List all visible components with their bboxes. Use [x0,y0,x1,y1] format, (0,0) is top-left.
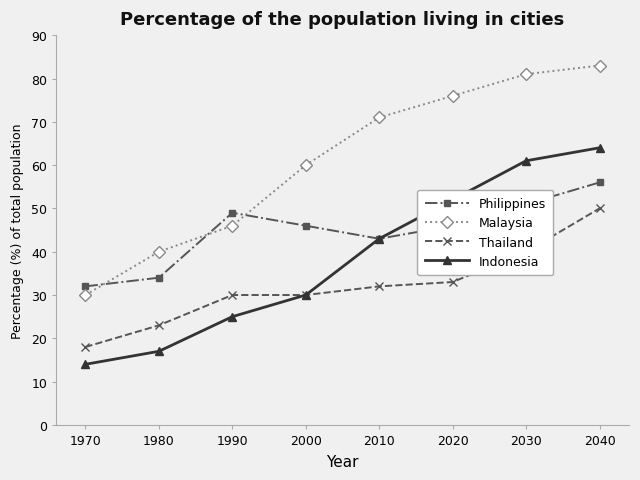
Legend: Philippines, Malaysia, Thailand, Indonesia: Philippines, Malaysia, Thailand, Indones… [417,190,554,276]
Indonesia [82,361,90,367]
Malaysia [302,163,310,168]
Indonesia [228,314,236,320]
Thailand [302,292,310,298]
Line: Thailand: Thailand [81,205,604,351]
Philippines [228,210,236,216]
Philippines [155,275,163,281]
Philippines [82,284,90,289]
Malaysia [228,223,236,229]
Malaysia [449,94,456,99]
Indonesia [522,158,530,164]
Philippines [522,202,530,207]
Thailand [449,279,456,285]
Thailand [596,206,604,212]
Title: Percentage of the population living in cities: Percentage of the population living in c… [120,11,564,29]
Thailand [376,284,383,289]
Malaysia [522,72,530,78]
Line: Philippines: Philippines [82,180,603,290]
Thailand [522,249,530,255]
Philippines [376,236,383,242]
Line: Indonesia: Indonesia [81,144,604,369]
Malaysia [376,115,383,121]
Malaysia [596,63,604,69]
Line: Malaysia: Malaysia [81,62,604,300]
Thailand [82,344,90,350]
Y-axis label: Percentage (%) of total population: Percentage (%) of total population [11,123,24,338]
Indonesia [596,145,604,151]
Indonesia [376,236,383,242]
Indonesia [302,292,310,298]
Philippines [596,180,604,186]
Indonesia [449,197,456,203]
Thailand [155,323,163,328]
Indonesia [155,348,163,354]
Philippines [449,223,456,229]
Philippines [302,223,310,229]
X-axis label: Year: Year [326,454,359,469]
Thailand [228,292,236,298]
Malaysia [82,292,90,298]
Malaysia [155,249,163,255]
